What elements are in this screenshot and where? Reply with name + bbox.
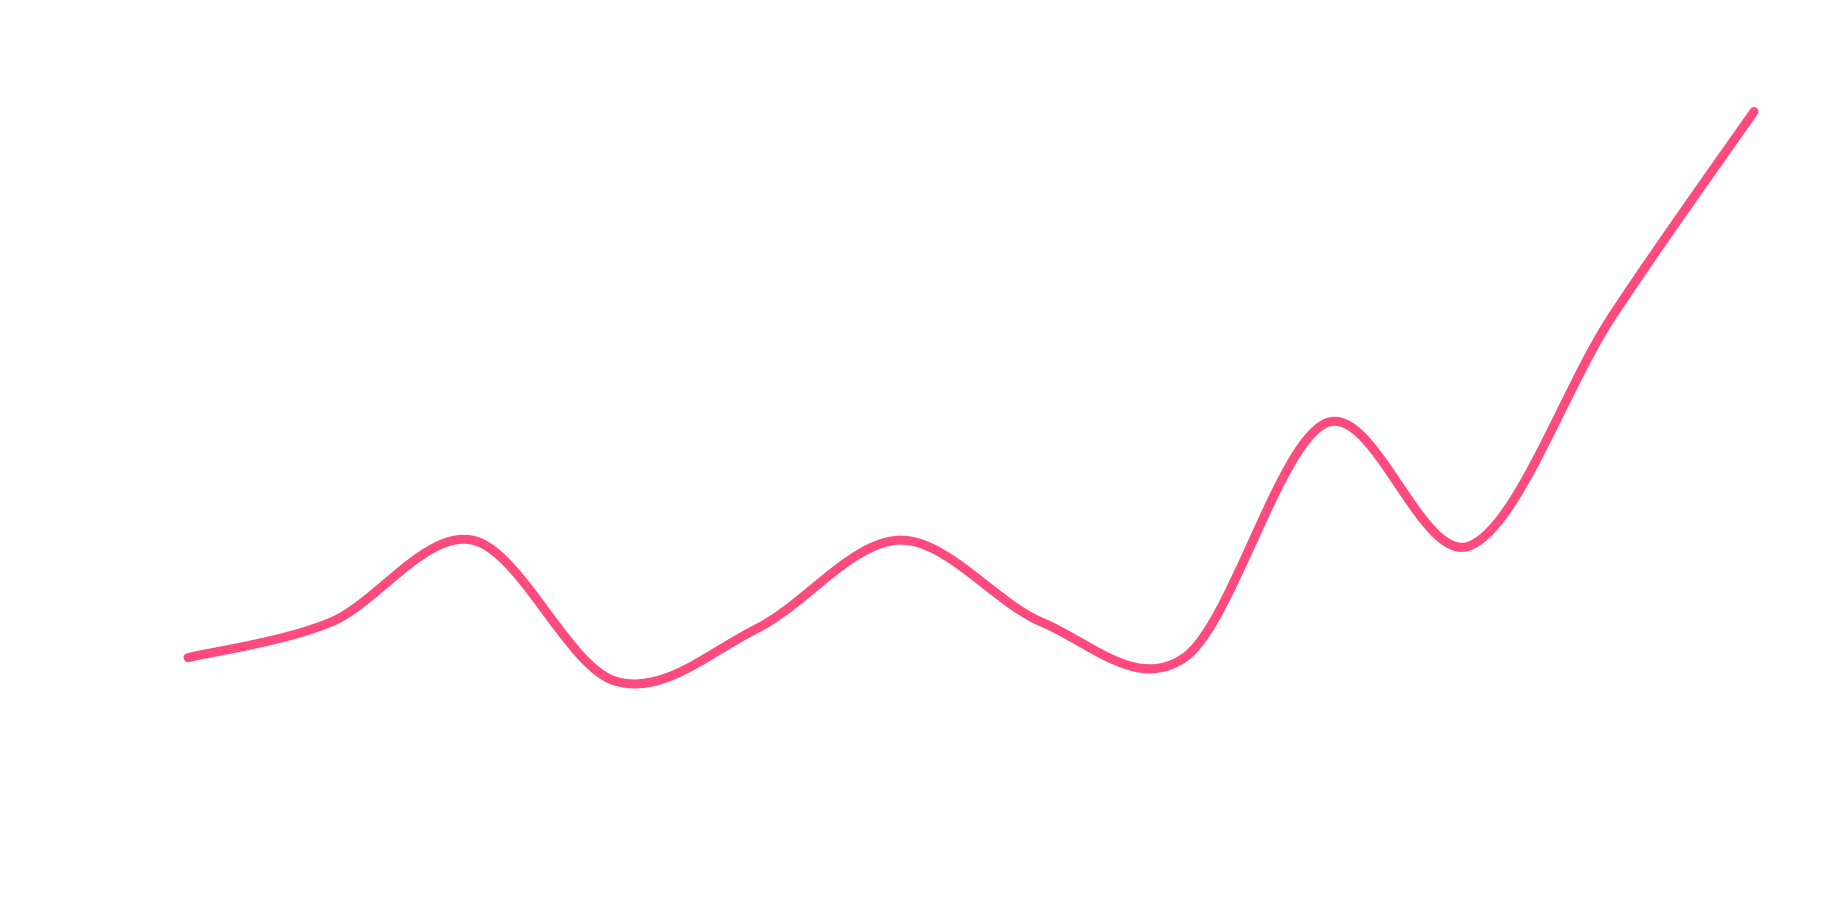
line (183, 107, 1759, 689)
